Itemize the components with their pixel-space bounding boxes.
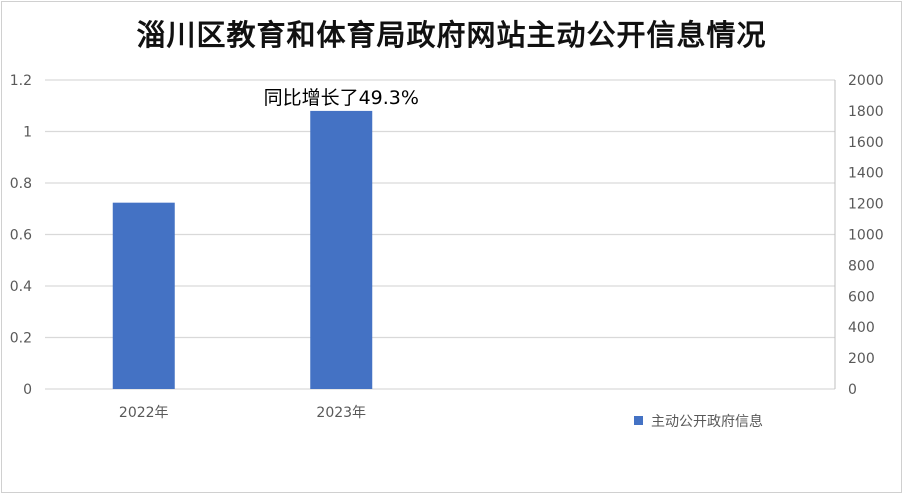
x-axis-category-label: 2022年: [119, 405, 169, 421]
left-axis-tick-label: 0: [23, 382, 32, 398]
right-axis-tick-label: 2000: [848, 73, 884, 89]
right-axis-tick-label: 1800: [848, 104, 884, 120]
left-axis-tick-label: 0.2: [10, 331, 32, 347]
left-axis-tick-label: 0.8: [10, 176, 32, 192]
right-axis-tick-label: 1400: [848, 166, 884, 182]
right-axis-tick-label: 200: [848, 351, 875, 367]
left-axis-tick-label: 0.4: [10, 279, 32, 295]
chart-title: 淄川区教育和体育局政府网站主动公开信息情况: [136, 18, 767, 52]
right-axis-tick-label: 400: [848, 320, 875, 336]
growth-annotation: 同比增长了49.3%: [264, 87, 419, 109]
left-axis-tick-label: 0.6: [10, 228, 32, 244]
legend-swatch: [634, 416, 643, 425]
bar-2022年: [112, 202, 175, 389]
right-axis-tick-label: 0: [848, 382, 857, 398]
right-axis-tick-label: 800: [848, 258, 875, 274]
left-axis-tick-label: 1.2: [10, 73, 32, 89]
left-axis-tick-label: 1: [23, 125, 32, 141]
right-axis-tick-label: 1200: [848, 197, 884, 213]
right-axis-tick-label: 600: [848, 289, 875, 305]
bar-2023年: [310, 110, 373, 390]
right-axis-tick-label: 1600: [848, 135, 884, 151]
x-axis-category-label: 2023年: [316, 405, 366, 421]
legend-label: 主动公开政府信息: [651, 413, 763, 430]
right-axis-tick-label: 1000: [848, 228, 884, 244]
